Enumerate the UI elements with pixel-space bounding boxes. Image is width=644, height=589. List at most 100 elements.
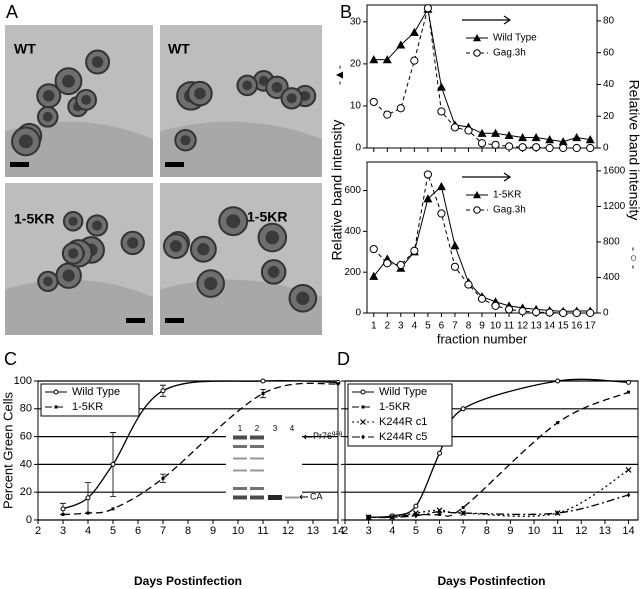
- virion-core: [267, 266, 280, 278]
- marker: [423, 194, 433, 203]
- x-tick-label: 2: [385, 321, 391, 332]
- marker: [477, 139, 487, 148]
- x-tick-label: 12: [282, 525, 294, 537]
- legend-label: 1-5KR: [379, 401, 410, 413]
- lane-label: 2: [255, 424, 260, 433]
- lane-label: 3: [273, 424, 278, 433]
- legend-marker: [473, 206, 481, 214]
- x-tick-label: 3: [366, 525, 372, 537]
- legend-label: Gag.3h: [493, 48, 526, 59]
- marker: [627, 390, 631, 394]
- legend-label: Gag.3h: [493, 205, 526, 216]
- y-tick-label: 40: [20, 458, 32, 470]
- marker: [450, 123, 460, 132]
- marker: [464, 280, 473, 289]
- virion-core: [42, 111, 53, 122]
- marker: [382, 55, 392, 64]
- y2-tick-label: 800: [603, 237, 620, 248]
- marker: [86, 511, 90, 515]
- membrane: [160, 121, 322, 177]
- x-tick-label: 4: [412, 321, 418, 332]
- marker: [436, 82, 446, 91]
- y2-axis-symbol: - ○ -: [627, 247, 641, 269]
- x-tick-label: 11: [552, 525, 563, 537]
- series-line: [373, 7, 591, 143]
- y2-tick-label: 1200: [603, 201, 626, 212]
- y-axis-symbol: -▲-: [332, 65, 346, 85]
- marker: [438, 512, 442, 516]
- inset-blot: [226, 424, 302, 519]
- plot-frame: [366, 4, 598, 149]
- micrograph-label: 1-5KR: [14, 211, 54, 227]
- y2-tick-label: 80: [603, 16, 615, 27]
- plot-frame: [366, 161, 598, 314]
- marker: [464, 126, 473, 135]
- scale-bar: [10, 162, 29, 167]
- virion-core: [43, 276, 53, 287]
- lane-label: 4: [290, 424, 295, 433]
- scale-bar: [165, 162, 184, 167]
- y-tick-label: 10: [350, 101, 362, 112]
- y-axis-label: Percent Green Cells: [0, 391, 15, 509]
- y-tick-label: 0: [26, 514, 32, 526]
- marker: [585, 135, 595, 144]
- marker: [556, 421, 560, 425]
- x-tick-label: 10: [528, 525, 540, 537]
- y-tick-label: 80: [20, 403, 32, 415]
- x-tick-label: 7: [452, 321, 458, 332]
- band-label: Pr76gag: [313, 431, 342, 442]
- legend-marker: [360, 419, 366, 425]
- band-label-sup: gag: [332, 431, 342, 437]
- marker: [390, 514, 395, 520]
- x-tick-label: 9: [210, 525, 216, 537]
- y-tick-label: 200: [344, 267, 361, 278]
- virion-core: [62, 74, 75, 88]
- x-tick-label: 8: [185, 525, 191, 537]
- y-tick-label: 0: [355, 308, 361, 319]
- marker: [491, 128, 501, 137]
- series-line: [373, 8, 591, 149]
- y-axis-label: Relative band intensity: [329, 120, 345, 261]
- x-tick-label: 11: [257, 525, 268, 537]
- blot-band: [233, 445, 247, 448]
- blot-band: [250, 495, 264, 500]
- x-tick-label: 6: [439, 321, 445, 332]
- x-tick-label: 13: [599, 525, 611, 537]
- panel-label: B: [340, 2, 352, 22]
- x-tick-label: 3: [60, 525, 66, 537]
- marker: [545, 135, 555, 144]
- y-tick-label: 400: [344, 226, 361, 237]
- marker: [531, 132, 541, 142]
- virion-core: [62, 269, 75, 282]
- marker: [559, 143, 568, 153]
- panel-label: A: [6, 2, 18, 22]
- marker: [461, 510, 465, 516]
- marker: [412, 510, 419, 516]
- virion-core: [68, 216, 78, 226]
- legend-frame: [347, 383, 453, 447]
- band-arrow: [299, 494, 308, 500]
- y-tick-label: 100: [14, 375, 32, 387]
- x-tick-label: 12: [575, 525, 587, 537]
- legend-marker: [54, 405, 58, 409]
- x-tick-label: 10: [490, 321, 502, 332]
- x-tick-label: 7: [160, 525, 166, 537]
- marker: [85, 495, 91, 501]
- legend-label: K244R c5: [379, 431, 427, 443]
- virion-core: [286, 93, 297, 104]
- legend-marker: [473, 49, 481, 57]
- virion-core: [242, 80, 253, 91]
- micrograph-label: WT: [168, 41, 190, 57]
- y-tick-label: 0: [355, 143, 361, 154]
- x-tick-label: 5: [413, 525, 419, 537]
- virion-core: [296, 291, 310, 305]
- marker: [518, 307, 527, 316]
- y2-tick-label: 20: [603, 111, 615, 122]
- x-tick-label: 14: [544, 321, 556, 332]
- virion-core: [169, 240, 182, 253]
- panel-label: C: [4, 349, 17, 369]
- marker: [437, 450, 443, 456]
- x-axis-label: Days Postinfection: [437, 574, 545, 588]
- y2-tick-label: 60: [603, 47, 615, 58]
